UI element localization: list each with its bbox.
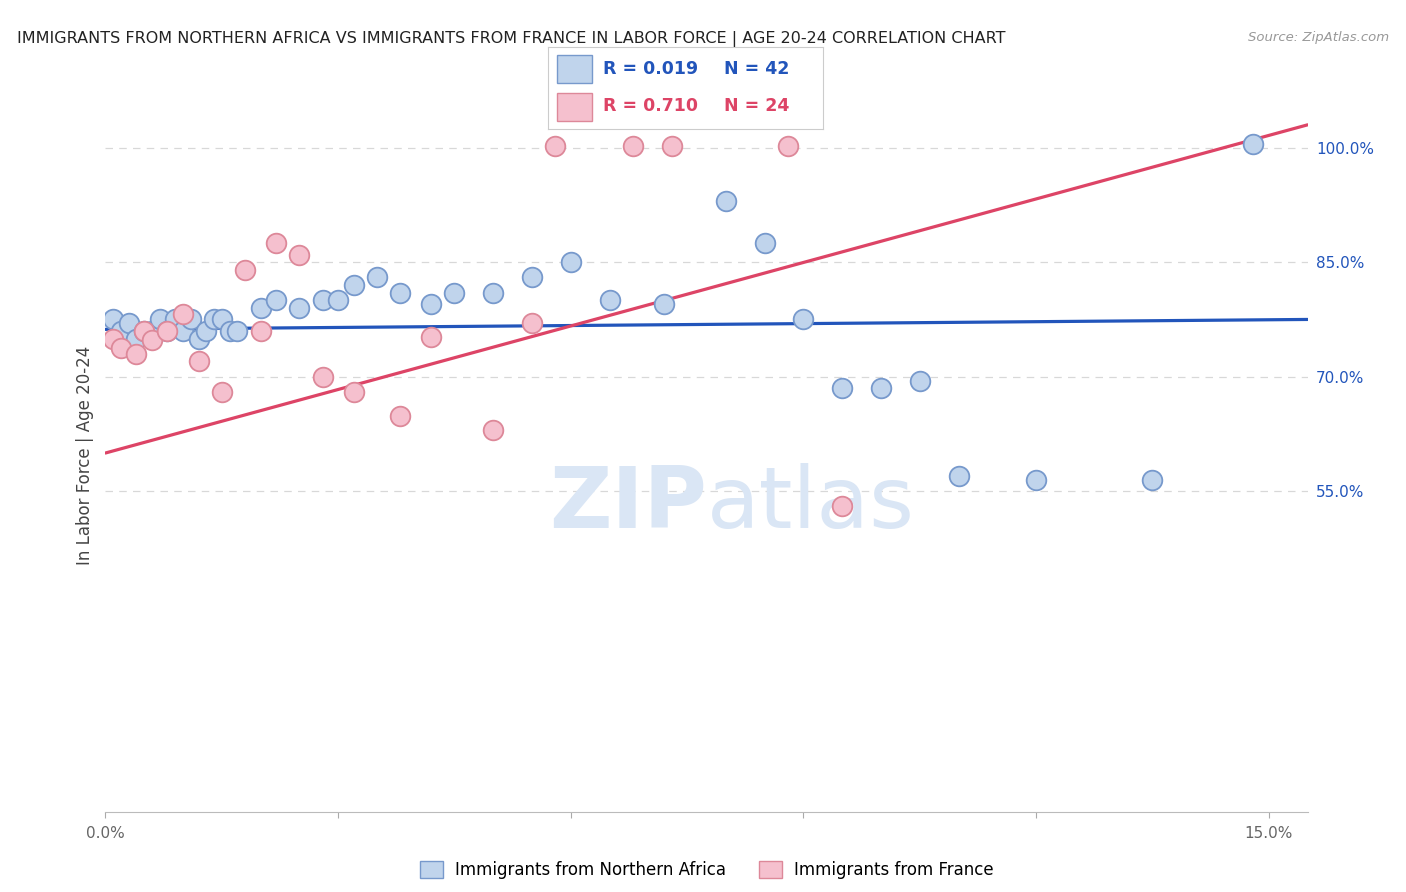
Point [134, 324, 156, 338]
Point [482, 285, 505, 300]
Text: R = 0.710: R = 0.710 [603, 97, 699, 115]
Point [311, 293, 333, 308]
Point [125, 347, 148, 361]
Point [226, 324, 249, 338]
Point [714, 194, 737, 209]
Point [233, 263, 256, 277]
Point [249, 301, 271, 315]
Point [420, 330, 443, 344]
Point [218, 324, 240, 338]
Point [482, 423, 505, 437]
Point [134, 324, 156, 338]
Point [1025, 473, 1047, 487]
Text: R = 0.019: R = 0.019 [603, 60, 699, 78]
Text: N = 42: N = 42 [724, 60, 789, 78]
Point [202, 312, 225, 326]
Text: atlas: atlas [707, 463, 914, 547]
Point [343, 384, 366, 399]
Point [831, 381, 853, 395]
Point [211, 312, 233, 326]
Text: IMMIGRANTS FROM NORTHERN AFRICA VS IMMIGRANTS FROM FRANCE IN LABOR FORCE | AGE 2: IMMIGRANTS FROM NORTHERN AFRICA VS IMMIG… [17, 31, 1005, 47]
Text: N = 24: N = 24 [724, 97, 789, 115]
Point [187, 354, 209, 368]
Point [110, 341, 132, 355]
Point [172, 307, 194, 321]
Point [165, 312, 187, 326]
Point [520, 270, 543, 285]
Point [1241, 136, 1264, 151]
Point [652, 297, 675, 311]
Point [103, 332, 125, 346]
Point [264, 293, 287, 308]
Point [141, 333, 163, 347]
Point [366, 270, 388, 285]
Point [264, 236, 287, 251]
Point [831, 500, 853, 514]
Y-axis label: In Labor Force | Age 20-24: In Labor Force | Age 20-24 [76, 345, 94, 565]
Point [118, 316, 141, 330]
Point [311, 369, 333, 384]
Point [389, 285, 412, 300]
Point [1142, 473, 1164, 487]
Point [544, 139, 567, 153]
Point [125, 332, 148, 346]
Point [443, 285, 465, 300]
Point [621, 139, 644, 153]
Point [420, 297, 443, 311]
Legend: Immigrants from Northern Africa, Immigrants from France: Immigrants from Northern Africa, Immigra… [413, 854, 1000, 886]
Point [599, 293, 621, 308]
Text: Source: ZipAtlas.com: Source: ZipAtlas.com [1249, 31, 1389, 45]
Point [172, 324, 194, 338]
Point [661, 139, 683, 153]
Point [195, 324, 218, 338]
Point [288, 301, 311, 315]
Point [908, 374, 931, 388]
Point [948, 469, 970, 483]
Point [187, 332, 209, 346]
Point [343, 278, 366, 293]
Point [180, 312, 202, 326]
Point [288, 247, 311, 261]
Point [156, 324, 179, 338]
FancyBboxPatch shape [557, 94, 592, 121]
Point [110, 324, 132, 338]
Point [141, 324, 163, 338]
FancyBboxPatch shape [557, 55, 592, 83]
Point [211, 384, 233, 399]
Text: ZIP: ZIP [548, 463, 707, 547]
Point [249, 324, 271, 338]
Point [103, 312, 125, 326]
Point [156, 324, 179, 338]
Point [560, 255, 582, 269]
Point [326, 293, 349, 308]
Point [389, 409, 412, 424]
Point [520, 316, 543, 330]
Point [792, 312, 814, 326]
Point [754, 236, 776, 251]
Point [149, 312, 172, 326]
Point [870, 381, 893, 395]
Point [776, 139, 799, 153]
